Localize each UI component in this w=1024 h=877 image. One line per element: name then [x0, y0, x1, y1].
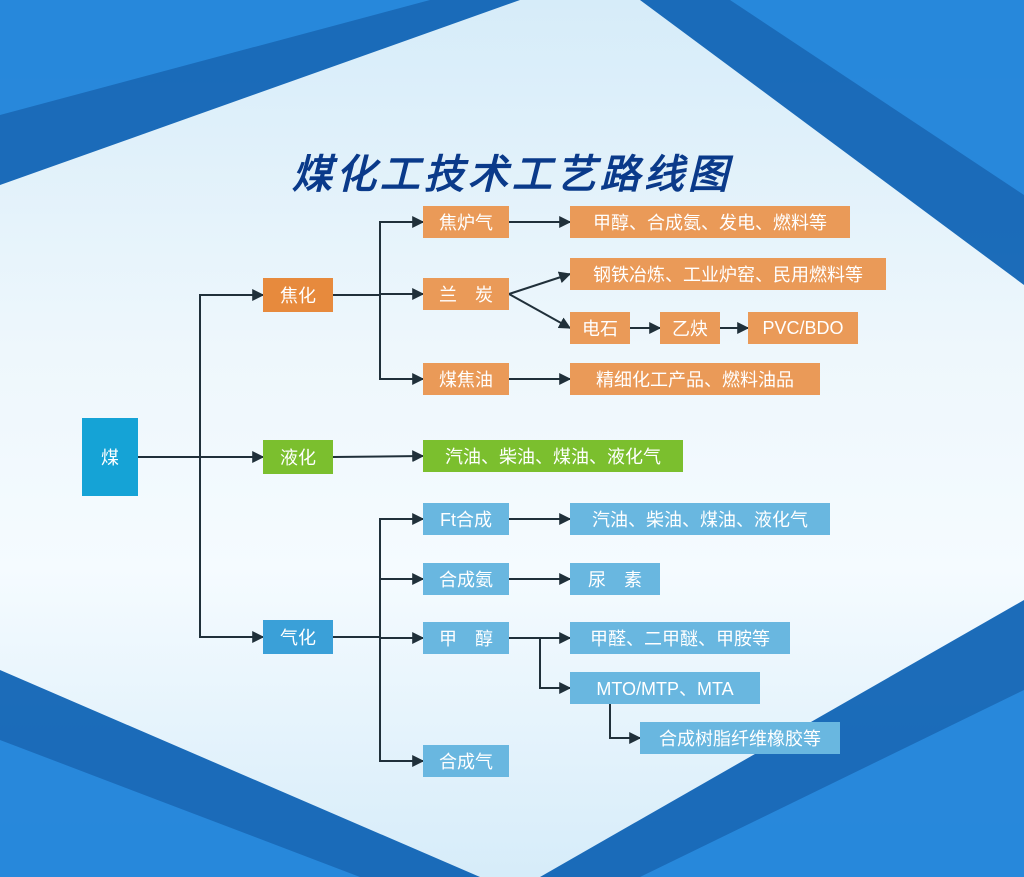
node-pvc: PVC/BDO	[748, 312, 858, 344]
node-ft: Ft合成	[423, 503, 509, 535]
node-lt_o1: 钢铁冶炼、工业炉窑、民用燃料等	[570, 258, 886, 290]
node-jh: 焦化	[263, 278, 333, 312]
node-yh_o: 汽油、柴油、煤油、液化气	[423, 440, 683, 472]
node-coal: 煤	[82, 418, 138, 496]
page-title: 煤化工技术工艺路线图	[0, 142, 1024, 200]
node-mjy: 煤焦油	[423, 363, 509, 395]
node-jlq: 焦炉气	[423, 206, 509, 238]
node-lt: 兰 炭	[423, 278, 509, 310]
node-hcq: 合成气	[423, 745, 509, 777]
node-jlq_o: 甲醇、合成氨、发电、燃料等	[570, 206, 850, 238]
node-ns: 尿 素	[570, 563, 660, 595]
node-resin: 合成树脂纤维橡胶等	[640, 722, 840, 754]
node-ft_o: 汽油、柴油、煤油、液化气	[570, 503, 830, 535]
node-mjy_o: 精细化工产品、燃料油品	[570, 363, 820, 395]
node-qh: 气化	[263, 620, 333, 654]
node-hca: 合成氨	[423, 563, 509, 595]
node-ds: 电石	[570, 312, 630, 344]
decorative-corners	[0, 0, 1024, 877]
node-jchun: 甲 醇	[423, 622, 509, 654]
node-jq_o: 甲醛、二甲醚、甲胺等	[570, 622, 790, 654]
node-yq: 乙炔	[660, 312, 720, 344]
node-yh: 液化	[263, 440, 333, 474]
diagram-canvas: 煤化工技术工艺路线图 煤 焦化液化气化 焦炉气兰 炭煤焦油 甲醇、合成氨、发电、燃料等…	[0, 0, 1024, 877]
node-mto: MTO/MTP、MTA	[570, 672, 760, 704]
